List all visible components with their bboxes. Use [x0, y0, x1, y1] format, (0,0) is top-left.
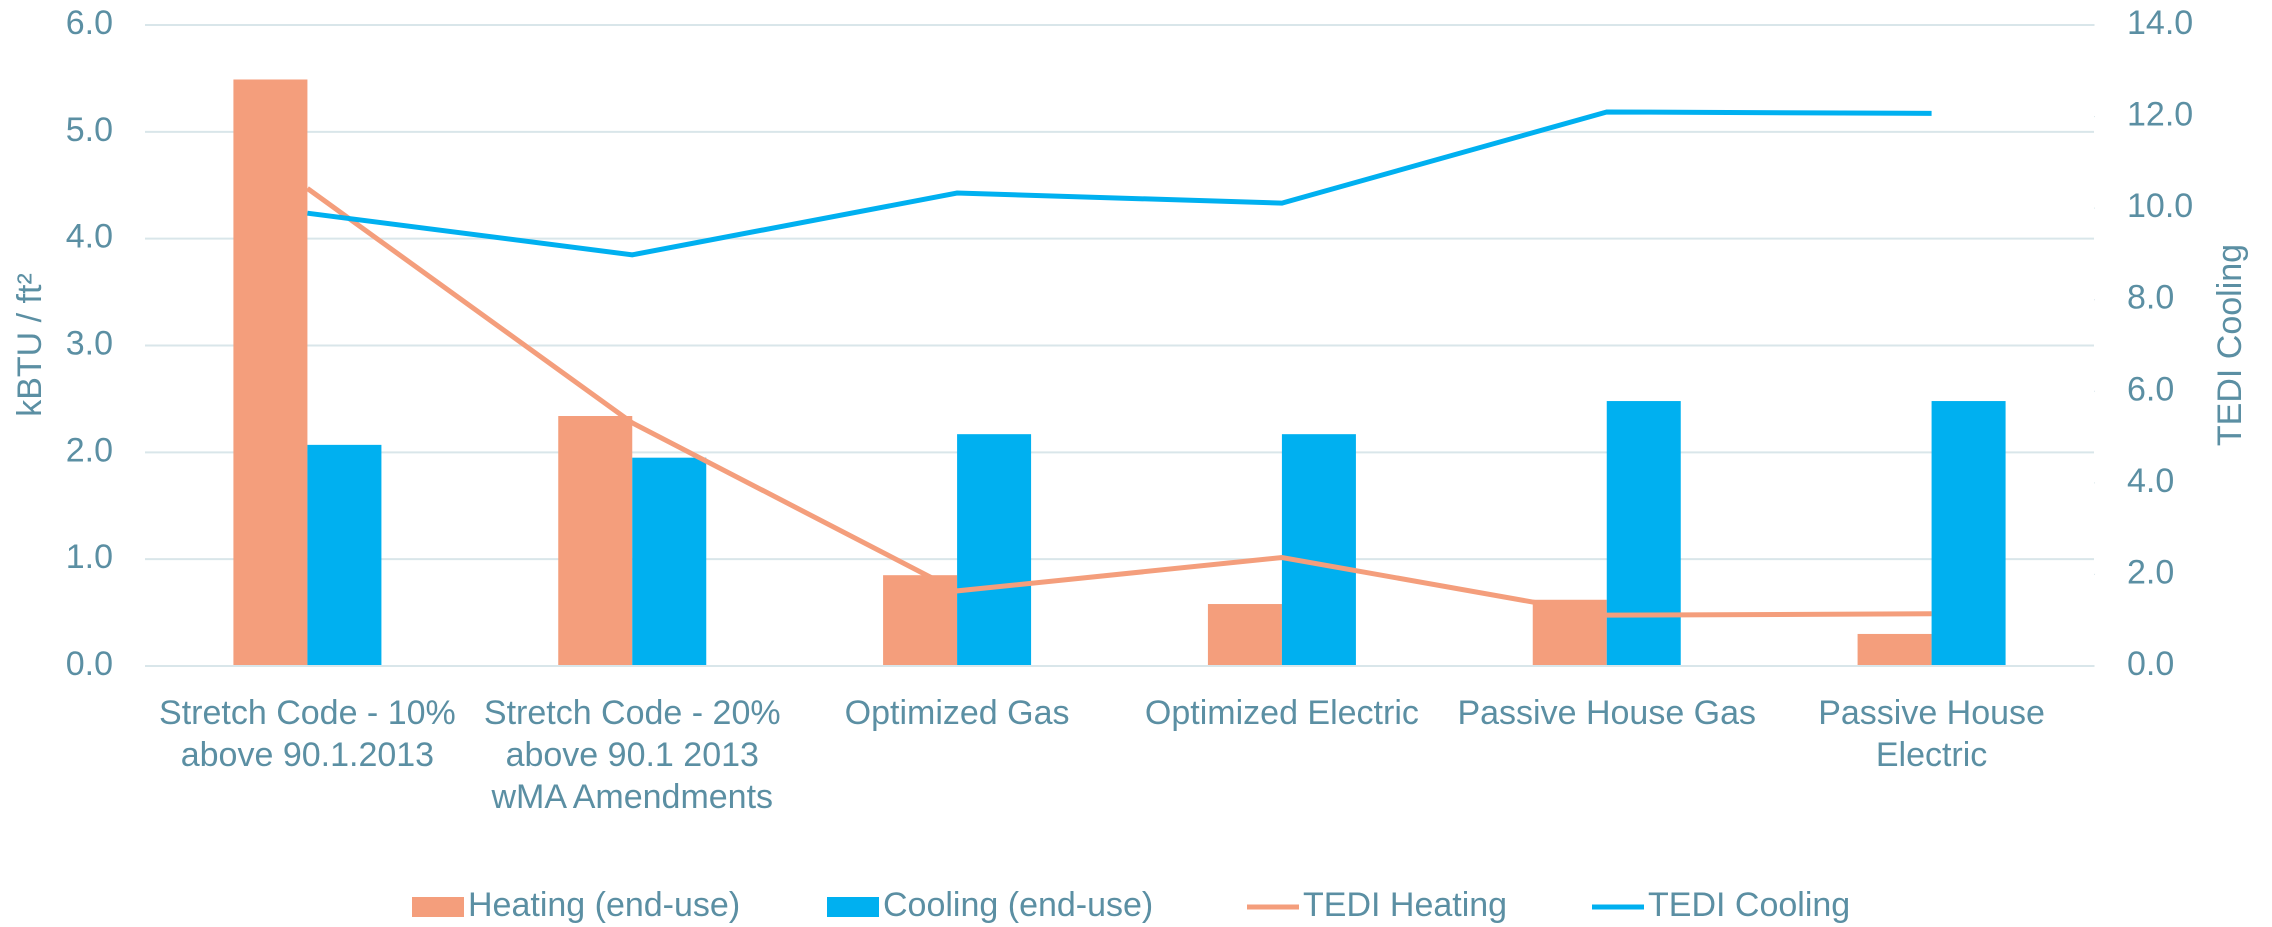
- y-tick-label: 2.0: [66, 431, 113, 469]
- y-tick-label: 3.0: [66, 324, 113, 362]
- bar: [233, 79, 308, 667]
- y2-tick-label: 8.0: [2127, 279, 2174, 317]
- y-tick-label: 6.0: [66, 4, 113, 42]
- bar: [1857, 633, 1932, 666]
- line: [307, 109, 1932, 258]
- x-tick-label-box: Passive House Gas: [1457, 694, 1757, 732]
- legend-label: TEDI Heating: [1303, 886, 1507, 924]
- y2-tick-label: 6.0: [2127, 370, 2174, 408]
- legend-label: Cooling (end-use): [883, 886, 1153, 924]
- legend-swatch: [827, 897, 879, 917]
- x-tick-label: Optimized Electric: [1144, 694, 1419, 732]
- bar: [558, 416, 633, 666]
- bar: [1281, 434, 1356, 666]
- y-tick-label: 0.0: [66, 645, 113, 683]
- legend-label: TEDI Cooling: [1648, 886, 1850, 924]
- legend-label: Heating (end-use): [468, 886, 740, 924]
- y2-tick-label: 14.0: [2127, 4, 2193, 42]
- x-tick-label-box: Optimized Gas: [844, 694, 1070, 732]
- line: [305, 186, 1932, 618]
- x-tick-label-box: Stretch Code - 20% above 90.1 2013 wMA A…: [483, 694, 781, 816]
- x-tick-label: Stretch Code - 10% above 90.1.2013: [159, 694, 456, 774]
- x-tick-label: Passive House Gas: [1457, 694, 1757, 732]
- y-axis-title: kBTU / ft²: [11, 273, 49, 417]
- bar: [1931, 401, 2006, 666]
- bar: [957, 434, 1032, 666]
- legend-swatch: [412, 897, 464, 917]
- y-tick-label: 5.0: [66, 111, 113, 149]
- x-tick-label-box: Stretch Code - 10% above 90.1.2013: [159, 694, 456, 774]
- y2-tick-label: 0.0: [2127, 645, 2174, 683]
- x-tick-label: Optimized Gas: [844, 694, 1070, 732]
- y2-tick-label: 12.0: [2127, 96, 2193, 134]
- y2-tick-label: 10.0: [2127, 187, 2193, 225]
- y2-tick-label: 2.0: [2127, 553, 2174, 591]
- y2-tick-label: 4.0: [2127, 462, 2174, 500]
- bar: [307, 444, 382, 666]
- bar: [1606, 401, 1681, 666]
- y-tick-label: 4.0: [66, 218, 113, 256]
- bar: [632, 457, 707, 666]
- x-tick-label-box: Passive House Electric: [1818, 694, 2045, 774]
- bar: [883, 575, 958, 666]
- x-tick-label-box: Optimized Electric: [1144, 694, 1419, 732]
- x-tick-label: Stretch Code - 20% above 90.1 2013 wMA A…: [483, 694, 781, 816]
- y-tick-label: 1.0: [66, 538, 113, 576]
- y2-axis-title: TEDI Cooling: [2211, 244, 2249, 446]
- x-tick-label: Passive House Electric: [1818, 694, 2045, 774]
- bar: [1207, 604, 1282, 666]
